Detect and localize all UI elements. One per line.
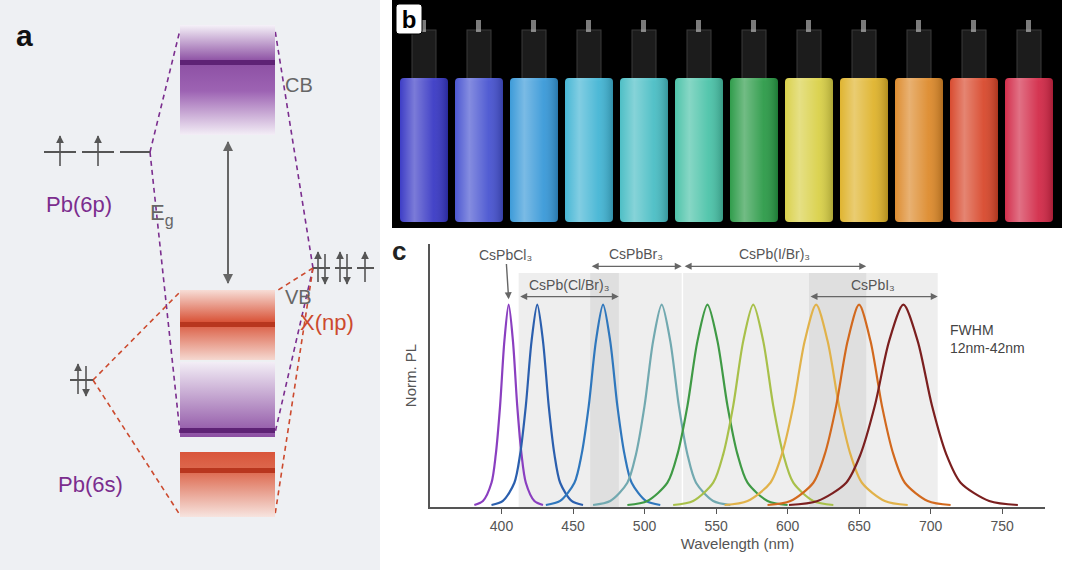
svg-text:Norm. PL: Norm. PL <box>402 344 419 407</box>
svg-text:CsPbCl₃: CsPbCl₃ <box>479 247 532 263</box>
svg-text:700: 700 <box>919 518 943 534</box>
svg-text:CsPbI₃: CsPbI₃ <box>851 277 895 293</box>
svg-text:CsPb(Cl/Br)₃: CsPb(Cl/Br)₃ <box>529 277 609 293</box>
svg-text:Pb(6p): Pb(6p) <box>46 192 112 217</box>
svg-text:450: 450 <box>561 518 585 534</box>
svg-text:Pb(6s): Pb(6s) <box>58 472 123 497</box>
svg-text:FWHM12nm-42nm: FWHM12nm-42nm <box>950 322 1025 356</box>
svg-text:Wavelength (nm): Wavelength (nm) <box>681 535 795 552</box>
svg-text:500: 500 <box>633 518 657 534</box>
svg-text:X(np): X(np) <box>300 310 354 335</box>
svg-text:VB: VB <box>285 286 312 308</box>
svg-text:400: 400 <box>490 518 514 534</box>
svg-text:750: 750 <box>990 518 1014 534</box>
svg-text:Eg: Eg <box>150 200 174 229</box>
svg-text:CB: CB <box>285 74 313 96</box>
html-text:c: c <box>392 236 407 266</box>
svg-text:CsPbBr₃: CsPbBr₃ <box>609 246 663 262</box>
svg-text:CsPb(I/Br)₃: CsPb(I/Br)₃ <box>739 246 810 262</box>
svg-text:650: 650 <box>847 518 871 534</box>
svg-text:600: 600 <box>776 518 800 534</box>
svg-text:550: 550 <box>704 518 728 534</box>
svg-text:b: b <box>402 6 417 33</box>
svg-text:a: a <box>16 19 33 52</box>
